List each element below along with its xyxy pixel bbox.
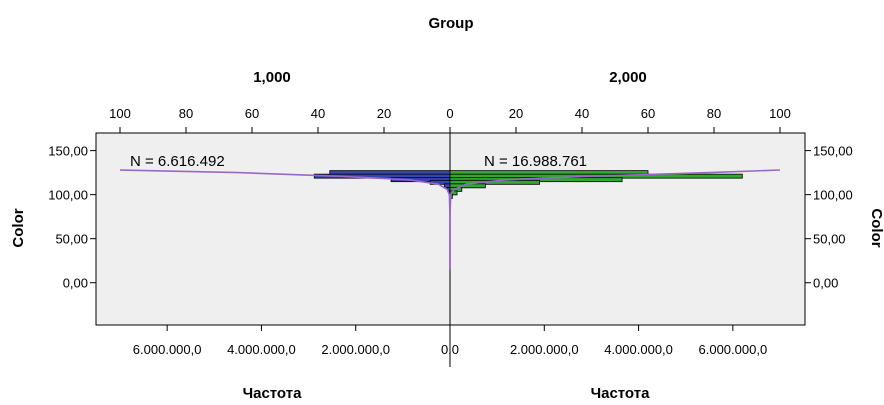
density-curve-right	[449, 169, 781, 270]
x-bottom-tick-label-right-2: 6.000.000,0	[699, 342, 768, 357]
y-tick-label-left-3: 150,00	[48, 144, 88, 159]
n-label-right: N = 16.988.761	[484, 153, 587, 170]
n-label-left: N = 6.616.492	[130, 153, 225, 170]
y-tick-label-right-1: 50,00	[813, 232, 846, 247]
x-top-tick-label-left-4: 20	[377, 106, 391, 121]
x-top-tick-label-right-4: 100	[769, 106, 791, 121]
x-bottom-tick-label-left-3: 0,0	[441, 342, 459, 357]
x-bottom-tick-label-right-1: 4.000.000,0	[604, 342, 673, 357]
x-bottom-tick-label-left-0: 6.000.000,0	[133, 342, 202, 357]
y-axis-label-right: Color	[868, 208, 884, 247]
density-curves-group	[119, 169, 781, 270]
x-top-tick-label-right-3: 80	[707, 106, 721, 121]
y-tick-label-left-0: 0,00	[63, 276, 88, 291]
panel-title-right: 2,000	[609, 69, 647, 86]
x-top-tick-label-left-5: 0	[446, 106, 453, 121]
x-axis-label-right: Частота	[591, 385, 651, 402]
y-tick-label-right-3: 150,00	[813, 144, 853, 159]
panel-title-left: 1,000	[253, 69, 291, 86]
x-bottom-tick-label-left-1: 4.000.000,0	[227, 342, 296, 357]
x-top-tick-label-right-2: 60	[641, 106, 655, 121]
y-axis-label-left: Color	[10, 208, 27, 247]
x-top-tick-label-left-0: 100	[109, 106, 131, 121]
y-tick-label-right-2: 100,00	[813, 188, 853, 203]
x-top-tick-label-left-2: 60	[245, 106, 259, 121]
x-top-tick-label-left-3: 40	[311, 106, 325, 121]
chart-title: Group	[429, 15, 474, 32]
y-tick-label-right-0: 0,00	[813, 276, 838, 291]
y-tick-label-left-1: 50,00	[55, 232, 88, 247]
x-top-tick-label-left-1: 80	[179, 106, 193, 121]
x-axis-label-left: Частота	[243, 385, 303, 402]
x-bottom-tick-label-right-0: 2.000.000,0	[510, 342, 579, 357]
x-top-tick-label-right-1: 40	[575, 106, 589, 121]
x-top-tick-label-right-0: 20	[509, 106, 523, 121]
x-bottom-tick-label-left-2: 2.000.000,0	[321, 342, 390, 357]
y-tick-label-left-2: 100,00	[48, 188, 88, 203]
